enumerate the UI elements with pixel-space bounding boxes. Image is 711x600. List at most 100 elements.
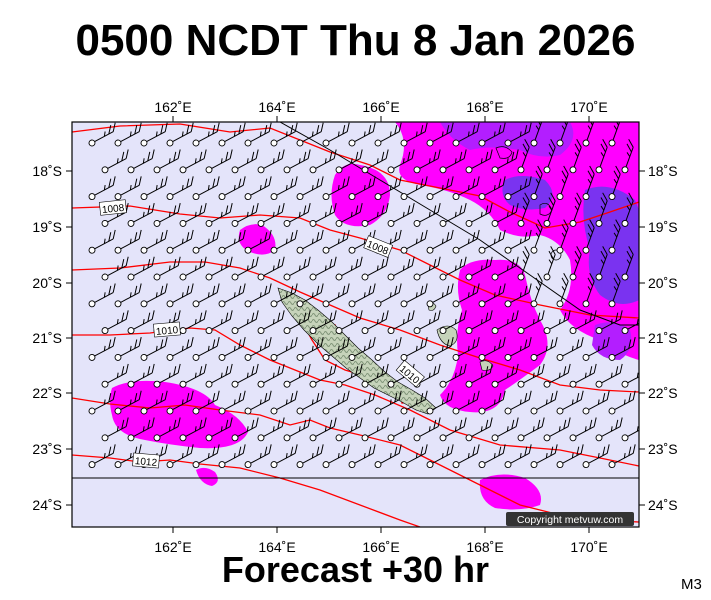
wind-barb — [387, 310, 415, 335]
lon-label-bottom: 162˚E — [154, 539, 191, 555]
isobar-line — [72, 397, 639, 523]
lat-label-right: 20˚S — [648, 275, 678, 291]
wind-barb — [231, 310, 259, 335]
wind-barb — [595, 246, 608, 281]
wind-barb — [621, 417, 639, 442]
wind-barb — [309, 363, 337, 388]
lat-label-right: 18˚S — [648, 163, 678, 179]
wind-barb — [517, 138, 530, 174]
wind-barb — [348, 444, 376, 469]
wind-barb — [244, 444, 272, 469]
wind-barb — [400, 176, 428, 201]
wind-barb — [530, 337, 558, 361]
copyright-text: Copyright metvuw.com — [517, 514, 623, 526]
wind-barb — [426, 444, 454, 469]
wind-barb — [439, 149, 467, 174]
wind-barb — [517, 363, 545, 388]
wind-barb — [595, 417, 623, 442]
wind-barb — [426, 337, 454, 361]
wind-barb — [283, 363, 311, 388]
wind-barb — [582, 444, 610, 469]
lon-label-top: 164˚E — [258, 99, 295, 115]
lon-label-bottom: 168˚E — [466, 539, 503, 555]
wind-barb — [439, 203, 467, 227]
wind-barb — [465, 417, 493, 442]
lat-label-right: 23˚S — [648, 441, 678, 457]
wind-barb — [465, 256, 493, 281]
wind-barb — [127, 310, 155, 335]
wind-barb — [127, 256, 155, 281]
wind-barb — [257, 149, 285, 174]
wind-barb — [218, 122, 246, 147]
rain-area-southwest — [110, 380, 248, 449]
wind-barb — [348, 283, 376, 308]
wind-barb — [127, 417, 155, 442]
wind-barb — [283, 256, 311, 281]
wind-barb — [595, 363, 623, 388]
wind-barb — [582, 272, 595, 308]
latitude-labels-left: 18˚S 19˚S 20˚S 21˚S 22˚S 23˚S 24˚S — [32, 163, 62, 513]
lat-label-left: 18˚S — [32, 163, 62, 179]
wind-barb — [608, 122, 621, 147]
wind-barb — [595, 192, 608, 227]
wind-barb — [504, 390, 532, 415]
wind-barb — [296, 229, 324, 254]
wind-barb — [621, 192, 634, 227]
wind-barb — [88, 176, 116, 201]
wind-barb — [257, 417, 285, 442]
wind-barb — [309, 149, 337, 174]
wind-barb — [127, 363, 155, 388]
wind-barb — [504, 337, 532, 361]
wind-barb — [530, 272, 543, 308]
wind-barb — [504, 122, 532, 147]
lat-label-left: 19˚S — [32, 219, 62, 235]
wind-barb — [374, 444, 402, 469]
wind-barb — [426, 122, 454, 147]
wind-barb — [166, 122, 194, 147]
wind-barb — [335, 203, 363, 227]
wind-barb — [400, 122, 428, 147]
wind-barb — [556, 165, 569, 201]
wind-barb — [88, 122, 116, 147]
map-title: 0500 NCDT Thu 8 Jan 2026 — [75, 16, 636, 65]
wind-barb — [491, 256, 519, 281]
wind-barb — [543, 246, 556, 281]
wind-barb — [413, 417, 441, 442]
wind-barb — [179, 256, 207, 281]
lat-label-right: 24˚S — [648, 497, 678, 513]
wind-barb — [491, 310, 519, 335]
wind-barb — [205, 310, 233, 335]
wind-barb — [257, 256, 285, 281]
wind-barb — [478, 229, 506, 254]
wind-barb — [296, 390, 324, 415]
wind-barb — [283, 149, 311, 174]
lat-label-left: 20˚S — [32, 275, 62, 291]
wind-barb — [283, 203, 311, 227]
wind-barb — [88, 229, 116, 254]
isobar-line — [72, 454, 421, 527]
wind-barb — [218, 444, 246, 469]
wind-barb — [426, 229, 454, 254]
wind-barb — [140, 337, 168, 361]
latitude-labels-right: 18˚S 19˚S 20˚S 21˚S 22˚S 23˚S 24˚S — [648, 163, 678, 513]
wind-barb — [257, 310, 285, 335]
wind-barb — [374, 337, 402, 361]
wind-barb — [218, 176, 246, 201]
wind-barb — [530, 219, 543, 254]
wind-barb — [127, 149, 155, 174]
isobar-line — [72, 205, 639, 319]
wind-barb — [361, 149, 389, 174]
lat-label-left: 21˚S — [32, 330, 62, 346]
wind-barb — [348, 337, 376, 361]
wind-barb — [621, 138, 634, 174]
axis-ticks — [66, 116, 645, 533]
wind-barb — [465, 310, 493, 335]
wind-barb — [309, 256, 337, 281]
wind-barb — [205, 256, 233, 281]
wind-barb — [517, 417, 545, 442]
wind-barb — [400, 229, 428, 254]
wind-barb — [452, 176, 480, 201]
wind-barb — [101, 310, 129, 335]
wind-barb — [504, 176, 532, 201]
wind-barb — [101, 417, 129, 442]
